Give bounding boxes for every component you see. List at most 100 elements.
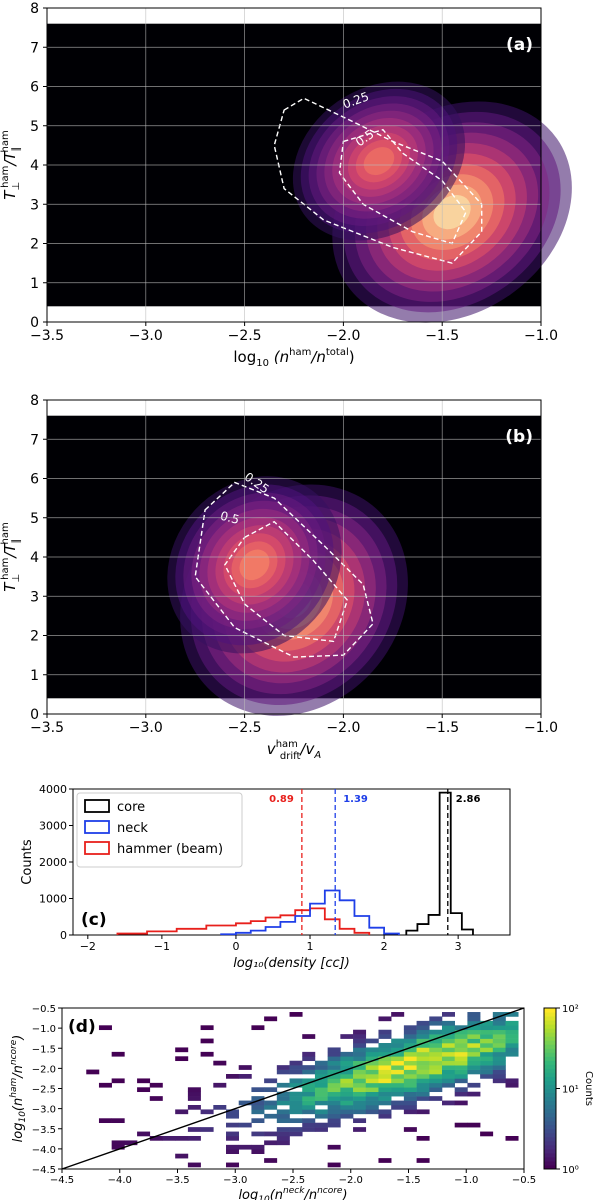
colorbar-step [544, 1104, 556, 1110]
hist2d-cell [226, 1162, 240, 1168]
hist2d-cell [302, 1051, 316, 1057]
x-tick-label: −2.0 [339, 1175, 363, 1186]
y-tick-label: 5 [30, 119, 39, 135]
x-tick-label: −3.5 [165, 1175, 189, 1186]
y-tick-label: 4 [30, 550, 39, 566]
hist2d-cell [441, 1025, 455, 1031]
hist2d-cell [505, 1034, 519, 1039]
hist2d-cell [454, 1034, 468, 1039]
hist2d-cell [365, 1082, 379, 1088]
hist2d-cell [454, 1087, 468, 1093]
hist2d-cell [302, 1109, 316, 1115]
hist2d-cell [327, 1078, 341, 1084]
hist2d-cell [327, 1087, 341, 1093]
hist2d-cell [429, 1069, 443, 1075]
hist2d-cell [492, 1012, 506, 1017]
hist2d-cell [353, 1105, 367, 1110]
y-tick-label: 5 [30, 511, 39, 527]
legend-label: core [117, 800, 145, 815]
hist2d-cell [251, 1025, 265, 1031]
hist2d-cell [289, 1091, 303, 1097]
y-tick-label: −0.5 [32, 1004, 56, 1015]
hist2d-cell [365, 1038, 379, 1044]
colorbar: 10⁰ 10¹ 10² Counts [543, 1004, 594, 1176]
hist2d-cell [175, 1047, 189, 1053]
hist2d-cell [454, 1122, 468, 1128]
x-tick-label: −3.0 [129, 720, 163, 736]
hist2d-cell [175, 1153, 189, 1159]
x-tick-label: −3.0 [223, 1175, 247, 1186]
hist2d-cell [378, 1069, 392, 1075]
hist2d-cell [327, 1109, 341, 1115]
colorbar-step [544, 1112, 556, 1118]
hist2d-cell [340, 1078, 354, 1084]
hist2d-cell [505, 1043, 519, 1048]
hist2d-cell [467, 1091, 481, 1097]
colorbar-step [544, 1076, 556, 1081]
hist2d-cell [226, 1149, 240, 1155]
hist2d-cell [429, 1047, 443, 1053]
hist2d-cell [340, 1109, 354, 1115]
hist2d-cell [162, 1135, 176, 1141]
hist2d-cell [492, 1029, 506, 1035]
colorbar-step [544, 1020, 556, 1025]
hist2d-cell [403, 1105, 417, 1110]
colorbar-step [544, 1016, 556, 1021]
hist2d-cell [226, 1074, 240, 1079]
hist2d-cell [200, 1127, 214, 1132]
hist2d-cell [365, 1074, 379, 1079]
hist2d-cell [276, 1091, 290, 1097]
hist2d-cell [454, 1074, 468, 1079]
hist2d-cell [467, 1020, 481, 1026]
hist2d-cell [505, 1012, 519, 1017]
colorbar-step [544, 1032, 556, 1037]
x-tick-label: 0 [232, 940, 239, 953]
hist2d-cell [391, 1065, 405, 1070]
hist2d-cell [378, 1056, 392, 1062]
colorbar-step [544, 1008, 556, 1013]
y-tick-label: −2.0 [32, 1064, 56, 1075]
panel-b: 0.250.5−3.5 −3.0 −2.5 −2.0 −1.5 −1.0012345678… [0, 393, 558, 762]
x-tick-label: −2.0 [326, 328, 360, 344]
hist2d-cell [149, 1082, 163, 1088]
hist2d-cell [314, 1069, 328, 1075]
hist2d-cell [302, 1127, 316, 1132]
hist2d-cell [454, 1038, 468, 1044]
colorbar-step [544, 1132, 556, 1138]
hist2d-cell [314, 1109, 328, 1115]
hist2d-cell [353, 1082, 367, 1088]
y-tick-label: 2 [30, 237, 39, 253]
hist2d-cell [353, 1127, 367, 1132]
hist2d-cell [98, 1025, 112, 1031]
x-tick-label: −2 [80, 940, 96, 953]
y-tick-label: 0 [30, 315, 39, 331]
hist2d-cell [238, 1122, 252, 1128]
hist2d-cell [454, 1029, 468, 1035]
y-tick-label: −4.5 [32, 1165, 56, 1176]
hist2d-cell [441, 1065, 455, 1070]
hist2d-cell [264, 1100, 278, 1106]
hist2d-cell [403, 1029, 417, 1035]
hist2d-cell [365, 1078, 379, 1084]
colorbar-step [544, 1088, 556, 1094]
colorbar-step [544, 1072, 556, 1077]
hist2d-cell [327, 1105, 341, 1110]
hist2d-cell [111, 1140, 125, 1146]
x-tick-label: −1.0 [524, 720, 558, 736]
hist2d-cell [378, 1016, 392, 1022]
x-tick-label: −4.0 [108, 1175, 132, 1186]
panel-label: (c) [81, 910, 107, 930]
hist2d-cell [391, 1087, 405, 1093]
panel-label: (b) [505, 427, 533, 447]
hist2d-cell [137, 1078, 151, 1084]
hist2d-cell [505, 1135, 519, 1141]
x-axis-label: log₁₀(density [cc]) [233, 956, 350, 971]
hist2d-cell [98, 1082, 112, 1088]
hist2d-cell [302, 1105, 316, 1110]
hist2d-cell [353, 1100, 367, 1106]
hist2d-cell [264, 1113, 278, 1119]
hist2d-cell [314, 1065, 328, 1070]
hist2d-cell [340, 1074, 354, 1079]
hist2d-cell [378, 1096, 392, 1101]
hist2d-cell [327, 1056, 341, 1062]
